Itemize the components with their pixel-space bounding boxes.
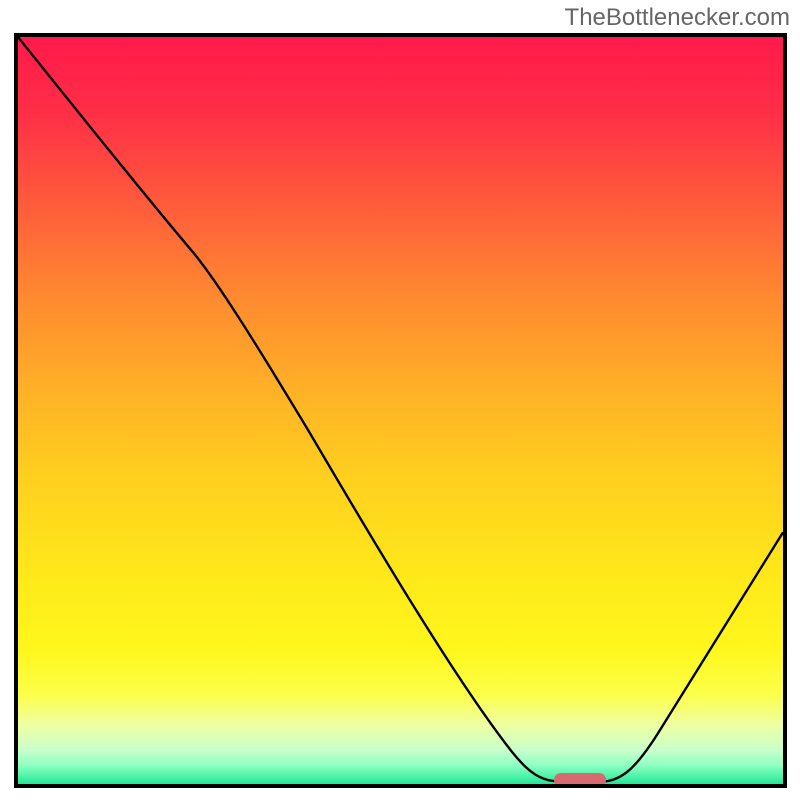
attribution-text: TheBottlenecker.com bbox=[565, 4, 790, 32]
chart-frame bbox=[14, 33, 787, 788]
